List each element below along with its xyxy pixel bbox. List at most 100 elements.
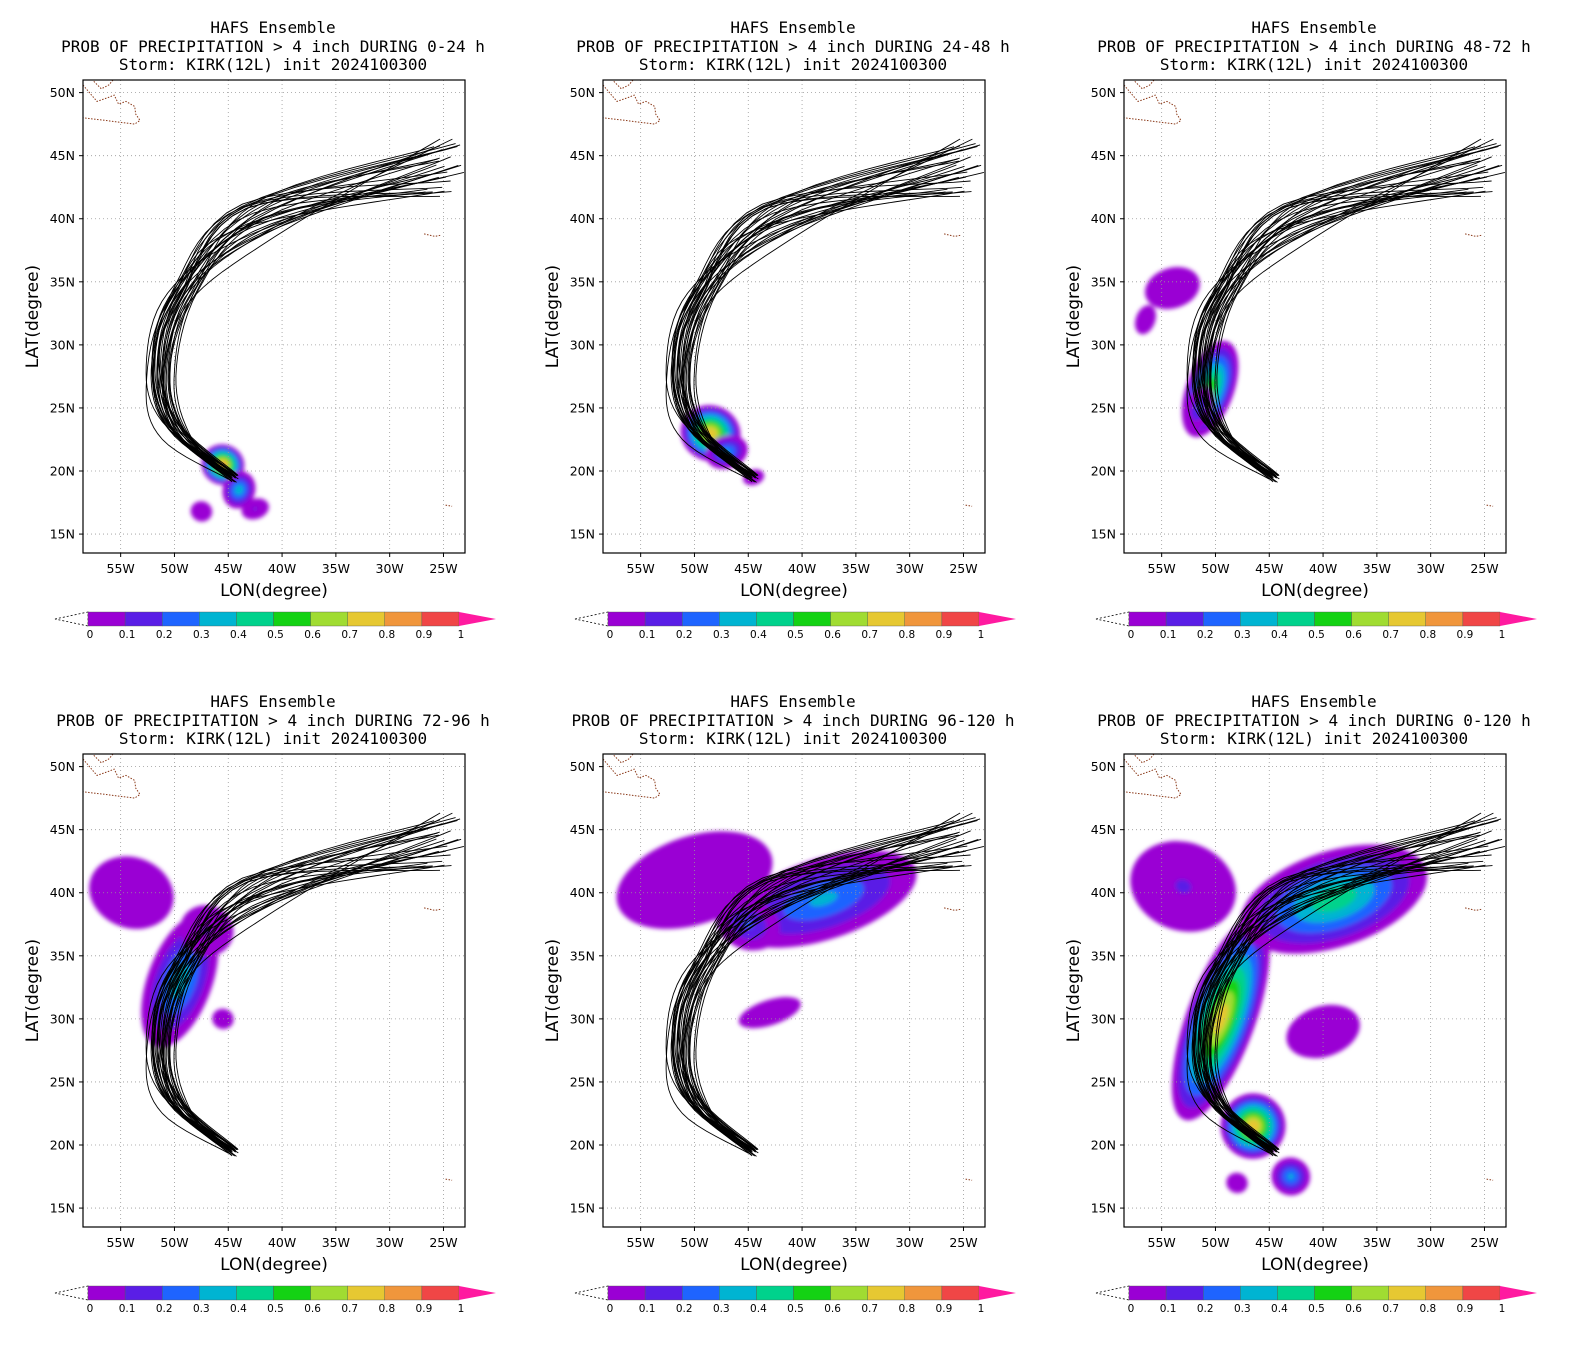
x-axis-label: LON(degree) [1261,581,1369,601]
precip-contour [1286,1004,1360,1059]
colorbar-swatch [1425,611,1464,627]
lon-tick-label: 25W [429,1235,457,1250]
lat-tick-label: 50N [50,759,75,774]
colorbar-swatch [904,1285,943,1301]
colorbar: 0 0.1 0.2 0.3 0.4 0.5 0.6 0.7 0.8 0.9 1 [54,1285,496,1315]
track-line [145,171,465,480]
colorbar-swatch [421,1285,460,1301]
colorbar-label: 0.9 [416,629,433,641]
track-line [678,143,976,476]
map-panel-6: HAFS Ensemble PROB OF PRECIPITATION > 4 i… [1041,674,1561,1334]
coastline [83,754,453,1181]
colorbar-label: 0.8 [378,1303,395,1315]
lat-tick-label: 30N [50,337,75,352]
lat-tick-label: 25N [50,1074,75,1089]
plot-frame [602,753,986,1228]
colorbar-swatch [644,1285,683,1301]
colorbar-swatch [830,1285,868,1301]
colorbar-label: 0.2 [676,1303,693,1315]
lon-tick-label: 45W [214,1235,242,1250]
title-line-2: PROB OF PRECIPITATION > 4 inch DURING 24… [576,37,1009,56]
lat-tick-label: 25N [50,400,75,415]
colorbar-label: 0 [607,629,614,641]
colorbar-label: 0.4 [750,629,767,641]
colorbar-label: 0.7 [341,1303,358,1315]
map-panel-5: HAFS Ensemble PROB OF PRECIPITATION > 4 i… [520,674,1040,1334]
y-axis-label: LAT(degree) [1064,939,1084,1042]
colorbar: 0 0.1 0.2 0.3 0.4 0.5 0.6 0.7 0.8 0.9 1 [54,611,496,641]
plot-frame [1123,753,1507,1228]
lon-tick-label: 50W [1201,1235,1229,1250]
colorbar-label: 0.2 [156,629,173,641]
track-line [1195,818,1502,1152]
y-axis-label: LAT(degree) [1064,265,1084,368]
coastline [603,80,973,507]
lon-tick-label: 30W [896,561,924,576]
lat-tick-label: 20N [1091,1138,1116,1153]
title-line-3: Storm: KIRK(12L) init 2024100300 [1160,55,1468,74]
lat-tick-label: 45N [570,822,595,837]
map-panel-1: HAFS Ensemble PROB OF PRECIPITATION > 4 i… [0,0,520,660]
colorbar-swatch [236,611,274,627]
lat-tick-label: 20N [570,1138,595,1153]
colorbar-swatch [124,1285,163,1301]
colorbar-swatch [1202,611,1241,627]
colorbar-label: 0.4 [1271,1303,1288,1315]
lon-tick-label: 30W [1417,561,1445,576]
track-line [693,820,978,1153]
colorbar-swatch [941,611,980,627]
lon-tick-label: 35W [1363,1235,1391,1250]
lat-tick-label: 40N [1091,885,1116,900]
track-line [161,160,439,474]
colorbar-swatch [87,611,126,627]
ensemble-tracks [1186,138,1506,483]
colorbar-swatch [941,1285,980,1301]
title-line-2: PROB OF PRECIPITATION > 4 inch DURING 96… [571,711,1014,730]
colorbar-swatch [199,611,237,627]
colorbar-label: 0.5 [1308,629,1325,641]
colorbar-swatch [124,611,163,627]
colorbar-swatch [347,1285,386,1301]
lat-tick-label: 25N [1091,400,1116,415]
track-line [154,144,461,478]
track-line [1186,838,1503,1151]
colorbar-swatch [607,611,646,627]
track-line [151,864,445,1150]
lon-tick-label: 35W [1363,561,1391,576]
lon-tick-label: 50W [160,561,188,576]
track-line [173,820,458,1153]
colorbar-label: 0.5 [267,629,284,641]
colorbar-swatch [830,611,868,627]
lon-tick-label: 40W [268,1235,296,1250]
lon-tick-label: 55W [107,561,135,576]
lat-tick-label: 45N [1091,822,1116,837]
track-line [1192,850,1488,1148]
lat-tick-label: 20N [570,464,595,479]
colorbar-swatch [1128,611,1167,627]
plot-frame [82,79,466,554]
lat-tick-label: 30N [1091,337,1116,352]
colorbar-label: 0.3 [713,1303,730,1315]
precip-contour [1287,1173,1294,1180]
colorbar-swatch [347,611,386,627]
lon-tick-label: 55W [627,1235,655,1250]
lat-tick-label: 40N [50,211,75,226]
colorbar-swatch [1202,1285,1241,1301]
x-axis-label: LON(degree) [740,581,848,601]
track-line [678,817,976,1150]
colorbar-label: 0.9 [1457,629,1474,641]
track-line [665,171,985,480]
colorbar-label: 0.1 [1160,629,1177,641]
lon-tick-label: 45W [1255,1235,1283,1250]
colorbar-label: 0.8 [898,1303,915,1315]
lon-tick-label: 40W [1309,561,1337,576]
colorbar-swatch [1314,611,1352,627]
colorbar-swatch [1240,1285,1278,1301]
track-line [157,865,433,1148]
colorbar-swatch [1314,1285,1352,1301]
lat-tick-label: 35N [1091,274,1116,289]
colorbar-label: 0.8 [1419,1303,1436,1315]
colorbar-swatch [1388,1285,1427,1301]
title-line-3: Storm: KIRK(12L) init 2024100300 [119,55,427,74]
